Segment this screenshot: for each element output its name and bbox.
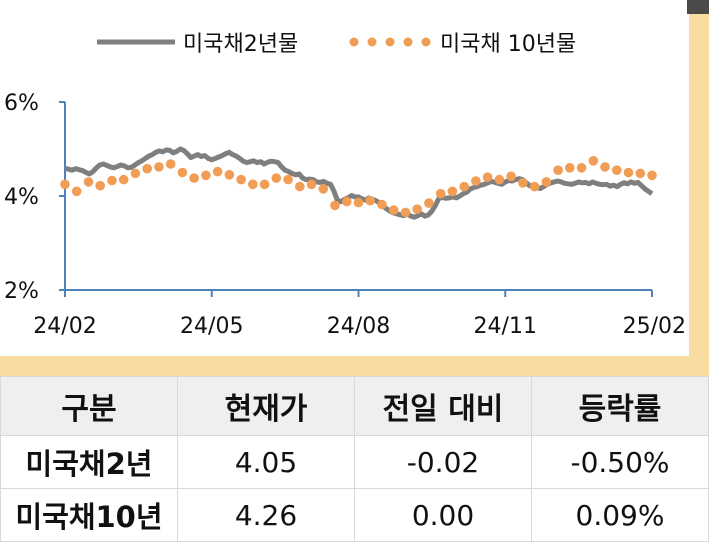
series-point-10y xyxy=(588,156,599,166)
series-point-10y xyxy=(576,163,587,173)
series-point-10y xyxy=(295,181,305,192)
series-point-10y xyxy=(130,168,141,179)
series-point-10y xyxy=(95,180,105,191)
series-point-10y xyxy=(330,200,340,211)
header-price: 현재가 xyxy=(177,376,355,436)
y-tick-label: 2% xyxy=(4,279,39,304)
series-point-10y xyxy=(365,195,376,206)
x-tick-label: 24/05 xyxy=(180,314,243,339)
series-point-10y xyxy=(612,165,622,175)
row-change: -0.02 xyxy=(354,435,532,489)
series-point-10y xyxy=(412,204,423,214)
y-tick-label: 6% xyxy=(4,91,39,116)
series-point-10y xyxy=(107,175,117,186)
series-point-10y xyxy=(271,173,282,183)
row-price: 4.26 xyxy=(177,488,355,542)
series-point-10y xyxy=(259,179,270,190)
row-label: 미국채10년 xyxy=(0,488,178,542)
series-point-10y xyxy=(306,179,317,190)
row-rate: -0.50% xyxy=(531,435,709,489)
series-point-10y xyxy=(236,174,246,185)
series-point-10y xyxy=(529,181,540,192)
series-point-10y xyxy=(353,197,364,208)
series-point-10y xyxy=(118,174,129,185)
row-change: 0.00 xyxy=(354,488,532,542)
series-point-10y xyxy=(83,177,94,187)
x-tick-label: 24/08 xyxy=(327,314,390,339)
series-point-10y xyxy=(212,166,223,177)
table-row: 미국채10년 4.26 0.00 0.09% xyxy=(0,488,709,542)
series-point-10y xyxy=(541,177,552,187)
series-point-10y xyxy=(635,168,646,179)
legend-label-10y: 미국채 10년물 xyxy=(440,32,576,57)
x-tick-label: 25/02 xyxy=(623,314,686,339)
frame-bottom-border xyxy=(0,356,709,376)
frame-corner-mark xyxy=(687,0,709,14)
series-point-10y xyxy=(482,172,493,182)
chart-legend: 미국채2년물 미국채 10년물 xyxy=(97,32,576,57)
y-tick-label: 4% xyxy=(4,185,39,210)
series-point-10y xyxy=(506,171,516,182)
series-point-10y xyxy=(600,162,610,172)
row-rate: 0.09% xyxy=(531,488,709,542)
series-dots-10y xyxy=(60,156,657,218)
y-axis-ticks: 6% 4% 2% xyxy=(4,91,65,304)
series-point-10y xyxy=(447,186,458,197)
series-point-10y xyxy=(154,162,164,172)
series-point-10y xyxy=(377,199,387,210)
series-point-10y xyxy=(201,170,211,181)
series-point-10y xyxy=(189,173,199,183)
series-point-10y xyxy=(165,159,176,169)
series-point-10y xyxy=(388,205,399,215)
header-change: 전일 대비 xyxy=(354,376,532,436)
series-point-10y xyxy=(471,176,481,186)
series-point-10y xyxy=(248,179,258,190)
x-tick-label: 24/02 xyxy=(33,314,96,339)
series-point-10y xyxy=(400,207,411,218)
series-point-10y xyxy=(318,184,329,194)
x-axis-ticks: 24/02 24/05 24/08 24/11 25/02 xyxy=(33,290,686,339)
series-point-10y xyxy=(435,188,446,199)
series-point-10y xyxy=(623,167,634,178)
table-row: 미국채2년 4.05 -0.02 -0.50% xyxy=(0,435,709,489)
series-point-10y xyxy=(553,165,563,175)
series-point-10y xyxy=(342,196,352,207)
series-point-10y xyxy=(494,174,505,185)
series-point-10y xyxy=(647,170,657,181)
series-line-2y xyxy=(64,146,654,220)
row-price: 4.05 xyxy=(177,435,355,489)
row-label: 미국채2년 xyxy=(0,435,178,489)
series-point-10y xyxy=(518,178,528,188)
series-point-10y xyxy=(60,179,70,190)
legend-swatch-10y xyxy=(349,37,431,47)
series-point-10y xyxy=(565,163,575,173)
table-header-row: 구분 현재가 전일 대비 등락률 xyxy=(0,376,709,436)
frame-right-border xyxy=(689,0,709,356)
series-point-10y xyxy=(424,198,434,208)
series-point-10y xyxy=(459,181,470,192)
series-point-10y xyxy=(177,167,188,178)
header-rate: 등락률 xyxy=(531,376,709,436)
yield-table: 구분 현재가 전일 대비 등락률 미국채2년 4.05 -0.02 -0.50%… xyxy=(0,376,709,542)
series-point-10y xyxy=(142,163,152,174)
series-point-10y xyxy=(283,174,293,185)
header-category: 구분 xyxy=(0,376,178,436)
legend-label-2y: 미국채2년물 xyxy=(183,32,298,57)
yield-chart: 미국채2년물 미국채 10년물 6%4%2% 24/02 24/05 24/08 24… xyxy=(4,32,686,339)
series-point-10y xyxy=(71,186,82,197)
series-point-10y xyxy=(224,170,235,180)
x-tick-label: 24/11 xyxy=(474,314,537,339)
